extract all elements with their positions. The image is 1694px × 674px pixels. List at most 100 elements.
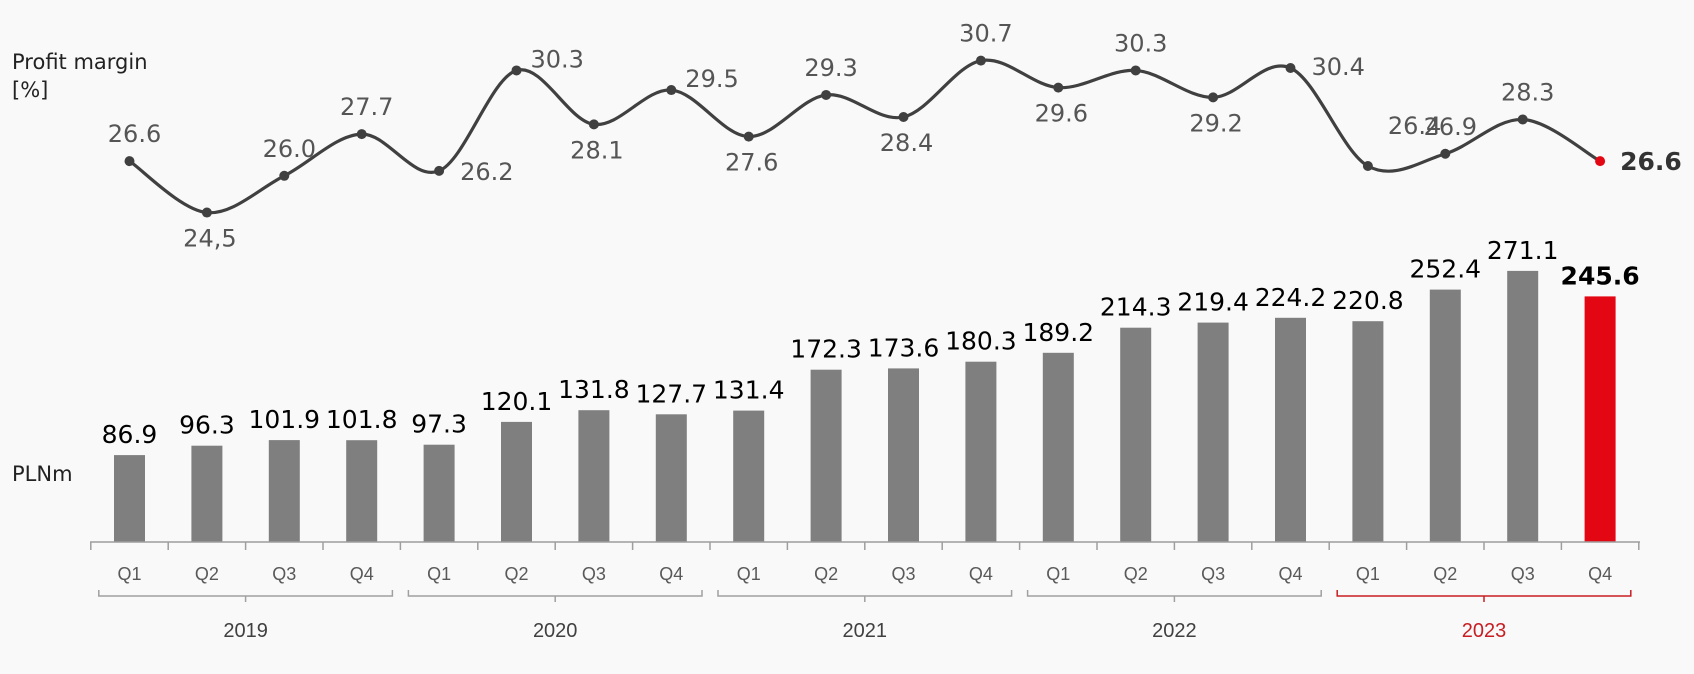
quarter-tick-label: Q4 [1588,564,1612,584]
line-value-label: 26.6 [108,120,161,148]
quarter-axis: Q1 Q2 Q3 Q4 Q1 Q2 Q3 Q4 Q1 Q2 Q3 Q4 Q1 Q2 Q3 Q4 Q1 Q2 Q3 Q4… [90,541,1640,642]
line-point [743,131,754,142]
profit-margin-series-line [128,58,1601,215]
bar [423,444,455,542]
line-point [1130,65,1141,76]
line-point [1517,114,1528,125]
quarter-tick-label: Q4 [1278,564,1302,584]
profit-margin-axis-label: Profit margin [%] [12,50,148,102]
line-value-label: 24,5 [183,225,236,253]
quarter-tick-label: Q3 [891,564,915,584]
line-value-label: 26.2 [460,158,513,186]
line-value-label: 26.4 [1388,112,1441,140]
quarter-tick-label: Q2 [814,564,838,584]
quarter-tick-label: Q1 [117,564,141,584]
bar-value-label: 120.1 [481,387,553,416]
line-point [1595,156,1606,167]
line-point [1053,82,1064,93]
line-point [279,170,290,181]
line-value-label: 29.3 [804,54,857,82]
bar-value-label: 245.6 [1561,261,1640,290]
line-point [1208,92,1219,103]
year-bracket [717,590,1013,602]
bar-value-label: 173.6 [868,333,940,362]
line-point [1362,161,1373,171]
quarter-tick-label: Q2 [1124,564,1148,584]
line-value-label: 28.4 [880,129,933,157]
line-point [1285,63,1296,73]
line-point [434,165,445,176]
bar [965,361,997,542]
line-value-label: 29.5 [685,65,738,93]
bar [268,440,300,542]
bar [655,414,687,542]
line-point [898,112,909,122]
profit-margin-line-chart: 26.6 24,5 26.0 27.7 26.2 30.3 28.1 29.5 27.6 29.3… [108,20,1682,253]
bar-value-label: 219.4 [1177,288,1249,317]
line-value-label: 28.1 [570,136,623,164]
bar-value-label: 189.2 [1023,318,1095,347]
line-value-label: 27.7 [340,93,393,121]
line-value-label: 26.9 [1424,113,1477,141]
year-bracket [1336,590,1632,602]
line-point [1440,148,1451,159]
line-value-label: 30.3 [1114,29,1167,57]
line-value-label: 29.2 [1189,109,1242,137]
year-bracket [1026,590,1322,602]
line-point [975,55,986,66]
line-value-label: 27.6 [725,149,778,177]
line-point [511,65,522,76]
bar-value-label: 131.4 [713,376,785,405]
line-value-label: 28.3 [1501,78,1554,106]
quarter-tick-label: Q3 [1511,564,1535,584]
bar-value-label: 214.3 [1100,293,1172,322]
quarter-tick-label: Q4 [969,564,993,584]
quarter-tick-label: Q1 [427,564,451,584]
line-point [821,89,832,100]
bar [1042,352,1074,542]
bar-value-label: 101.8 [326,405,398,434]
bar [114,455,145,542]
line-value-label: 30.3 [531,45,584,73]
quarter-tick-label: Q1 [1356,564,1380,584]
line-point [124,156,135,167]
quarter-tick-label: Q3 [272,564,296,584]
bar [1507,270,1539,542]
year-label: 2021 [843,620,888,642]
quarter-tick-label: Q4 [350,564,374,584]
bar-value-label: 271.1 [1487,236,1559,265]
quarter-tick-label: Q2 [504,564,528,584]
quarter-tick-label: Q2 [1433,564,1457,584]
bar-value-label: 220.8 [1332,286,1404,315]
quarter-tick-label: Q2 [195,564,219,584]
bar-value-label: 180.3 [945,327,1017,356]
quarter-tick-label: Q3 [582,564,606,584]
line-value-label: 30.7 [959,20,1012,48]
line-point [201,207,212,218]
bar-value-label: 127.7 [636,379,708,408]
bar [578,410,610,542]
bar [346,440,378,542]
line-point [588,119,599,130]
line-point [666,85,677,96]
bar-value-label: 101.9 [249,405,321,434]
year-bracket [98,590,394,602]
line-value-label: 26.6 [1620,147,1682,176]
bar-value-label: 224.2 [1255,283,1327,312]
year-label: 2023 [1462,620,1507,642]
bar-value-label: 131.8 [558,375,630,404]
plnm-bar-chart: 86.9 96.3 101.9 101.8 97.3 120.1 131.8 127.7 131… [102,236,1640,542]
year-label: 2022 [1152,620,1197,642]
year-bracket [407,590,703,602]
quarter-tick-label: Q1 [1046,564,1070,584]
bar [733,410,765,542]
year-label: 2020 [533,620,578,642]
bar-value-label: 97.3 [411,410,467,439]
bar [888,368,919,542]
quarter-tick-label: Q4 [659,564,683,584]
line-value-label: 29.6 [1035,100,1088,128]
bar-value-label: 172.3 [790,335,862,364]
year-label: 2019 [223,620,268,642]
bar [1584,296,1616,542]
bar-value-label: 252.4 [1410,255,1482,284]
